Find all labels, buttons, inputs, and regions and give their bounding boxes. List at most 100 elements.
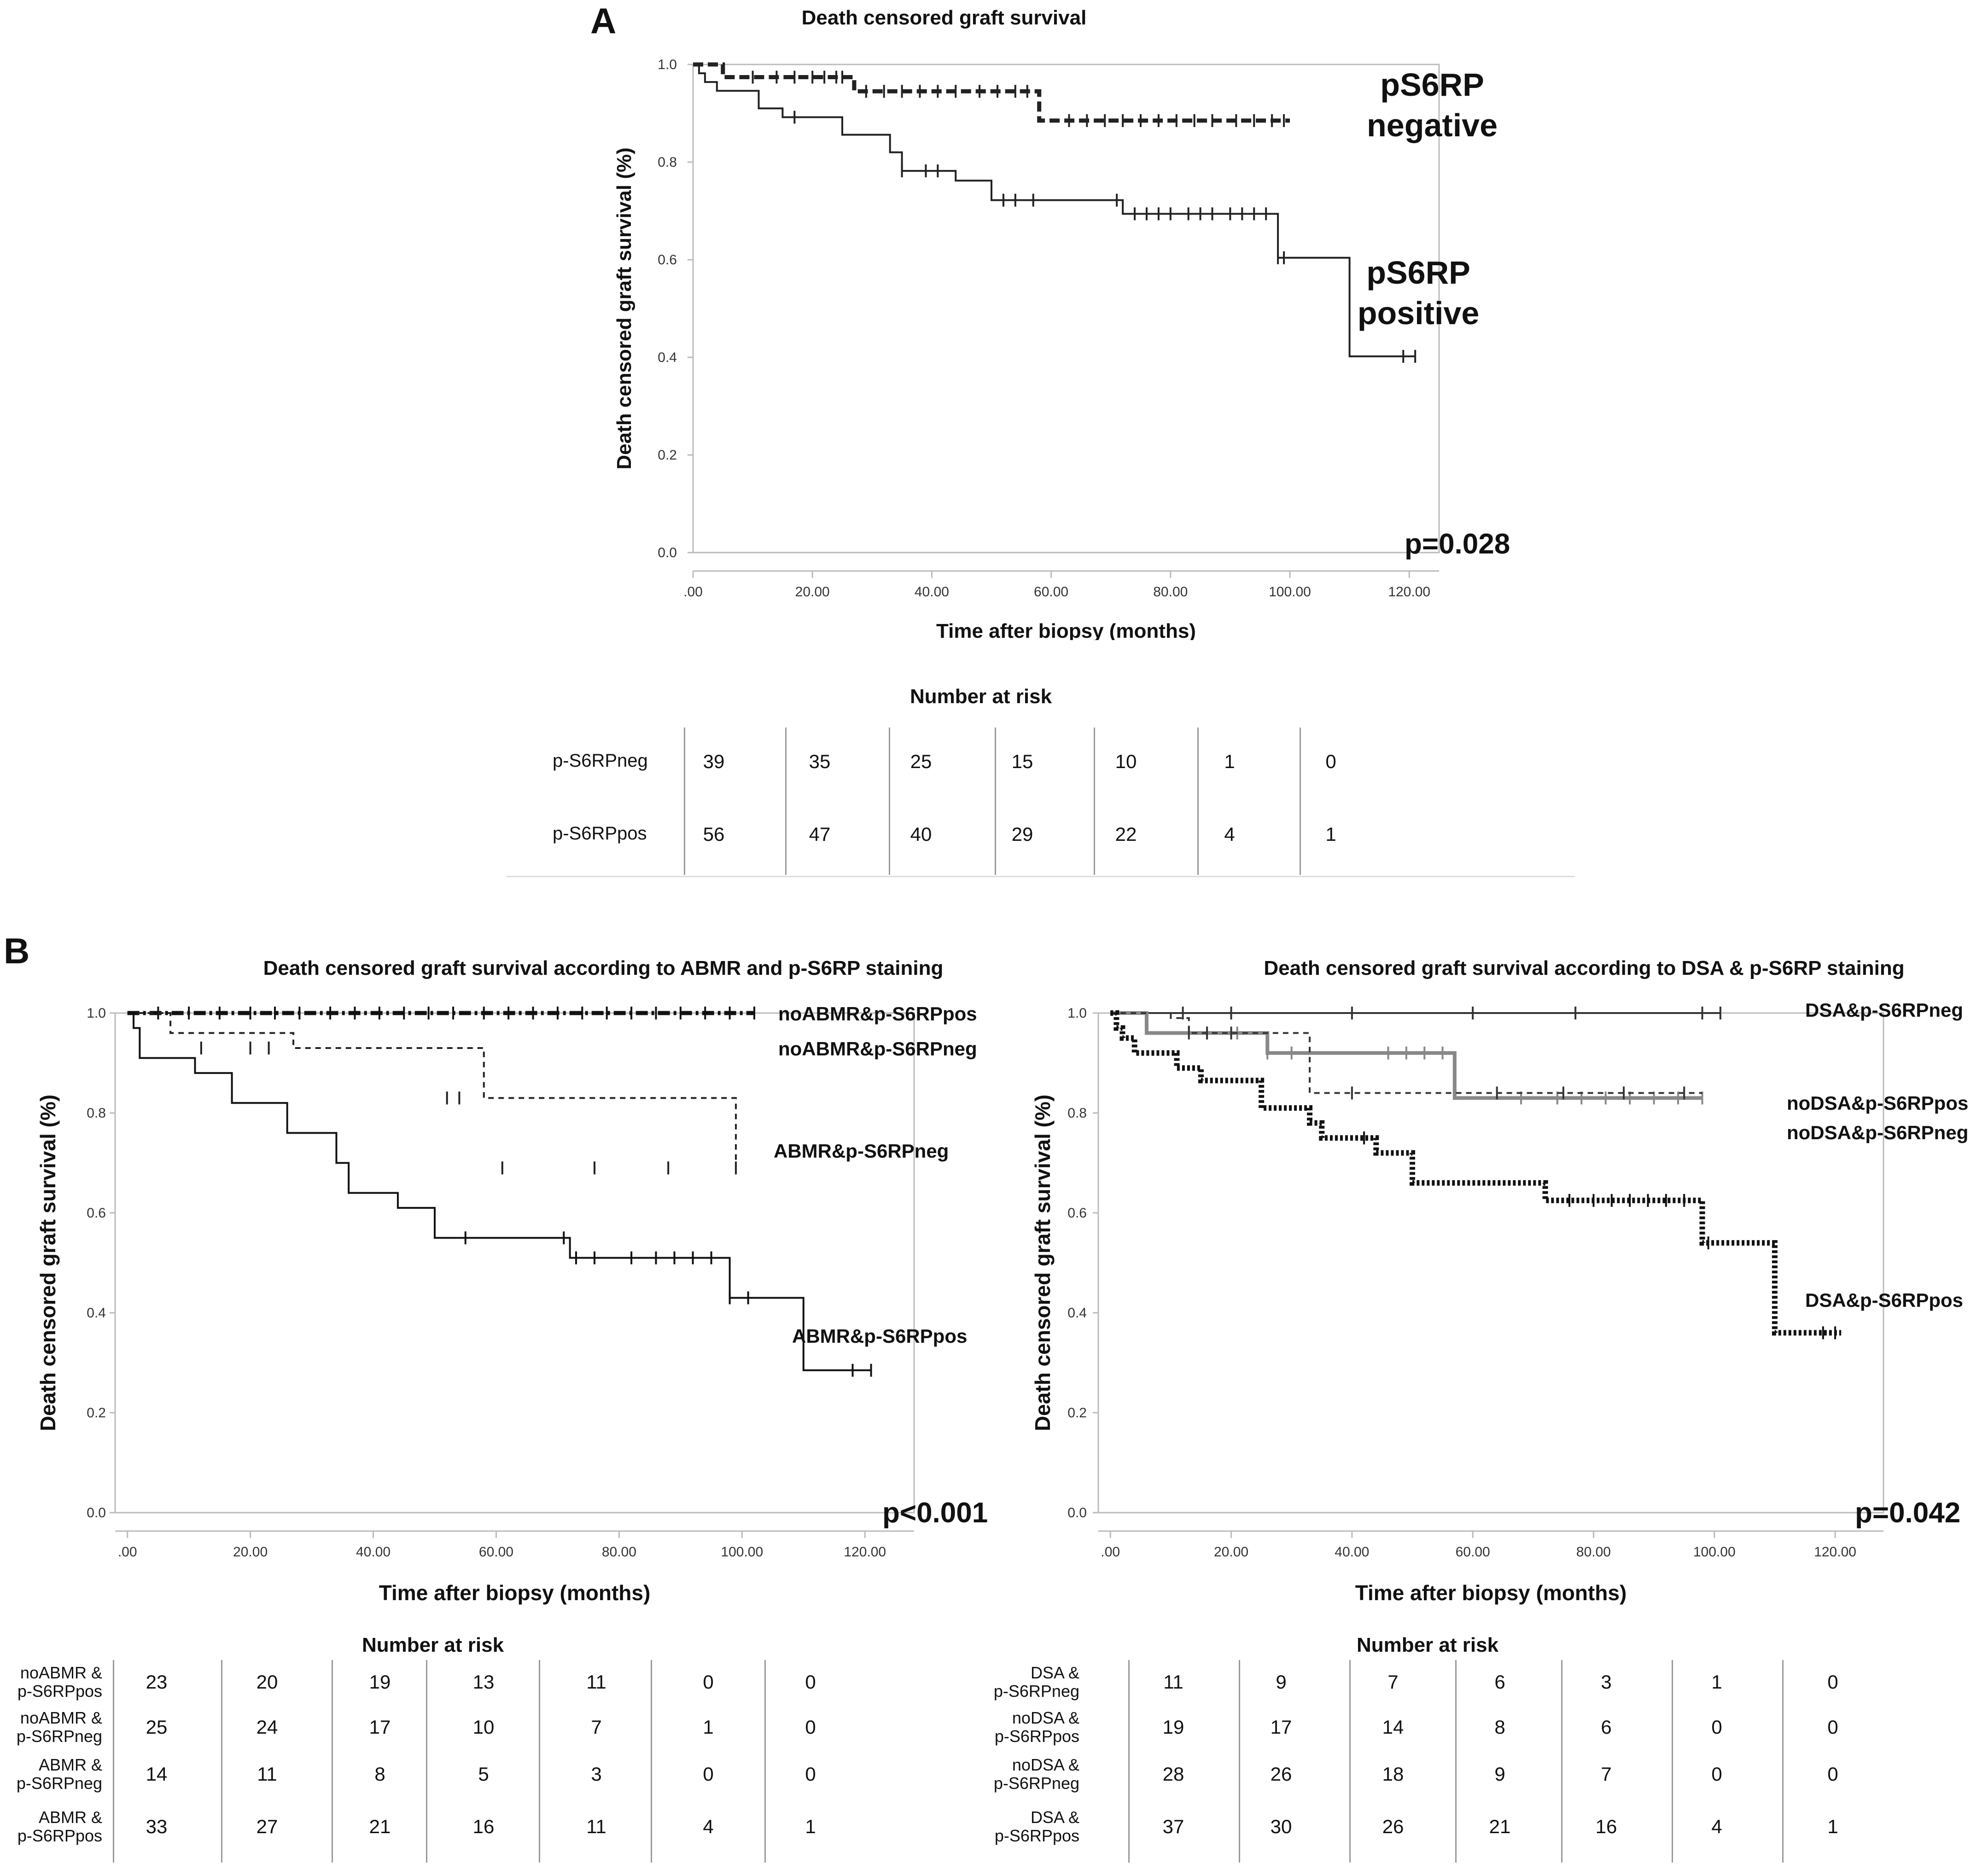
x-tick-label: 120.00 [844, 1544, 886, 1560]
x-tick-label: 60.00 [479, 1544, 513, 1560]
risk-bl-row-label: noABMR & p-S6RPneg [16, 1708, 102, 1746]
risk-a-cell: 10 [1115, 751, 1137, 772]
label-pos-line2: positive [1357, 295, 1480, 331]
x-tick-label: 40.00 [356, 1544, 391, 1560]
chart-bl-pvalue: p<0.001 [882, 1497, 988, 1529]
x-tick-label: 120.00 [1388, 584, 1430, 600]
risk-br-cell: 7 [1388, 1671, 1399, 1693]
risk-bl-title: Number at risk [361, 1634, 504, 1656]
risk-a-cell: 56 [703, 823, 725, 845]
risk-a-cell: 39 [703, 751, 725, 772]
risk-br-row-label: DSA & p-S6RPpos [994, 1808, 1079, 1845]
chart-a-title: Death censored graft survival [801, 6, 1087, 29]
risk-br-cell: 4 [1711, 1816, 1722, 1837]
label-neg-line2: negative [1367, 107, 1498, 143]
risk-bl-cell: 7 [591, 1716, 602, 1738]
x-tick-label: 120.00 [1814, 1544, 1856, 1560]
x-axis-label: Time after biopsy (months) [1355, 1581, 1627, 1605]
risk-a-cell: 1 [1224, 751, 1235, 772]
x-tick-label: 40.00 [915, 584, 949, 600]
risk-br-row-label: noDSA & p-S6RPpos [994, 1708, 1079, 1746]
chart-b-right: 0.0 0.2 0.4 0.6 0.8 1.0 .00 20.00 40.00 60.00 80.0… [1031, 1006, 1884, 1605]
risk-bl-cell: 1 [703, 1716, 714, 1738]
risk-br-cell: 1 [1711, 1671, 1722, 1693]
risk-a-cell: 35 [809, 751, 831, 772]
x-tick-label: 40.00 [1335, 1544, 1369, 1560]
risk-br-cell: 0 [1711, 1763, 1722, 1785]
risk-br-cell: 9 [1276, 1671, 1287, 1693]
risk-bl-cell: 0 [805, 1716, 816, 1738]
y-tick-label: 0.8 [87, 1106, 106, 1121]
y-tick-label: 0.6 [658, 252, 677, 268]
risk-bl-cell: 23 [146, 1671, 168, 1693]
label-neg-line1: pS6RP [1380, 67, 1484, 103]
risk-a-cell: 15 [1011, 751, 1033, 772]
risk-bl-row-label: noABMR & p-S6RPpos [17, 1663, 102, 1701]
risk-bl-cell: 0 [805, 1763, 816, 1785]
plot-frame [692, 64, 1440, 553]
x-tick-label: 100.00 [1269, 584, 1311, 600]
risk-br-cell: 28 [1162, 1763, 1184, 1785]
risk-br-cell: 18 [1382, 1763, 1404, 1785]
y-tick-label: 1.0 [658, 57, 677, 72]
label-noABMR-neg: noABMR&p-S6RPneg [778, 1038, 977, 1060]
risk-bl-cell: 8 [374, 1763, 385, 1785]
y-tick-label: 0.0 [658, 545, 677, 560]
risk-a-cell: 47 [809, 823, 831, 845]
y-tick-label: 0.6 [1067, 1206, 1087, 1221]
risk-br-cell: 7 [1601, 1763, 1612, 1785]
x-tick-label: .00 [118, 1544, 137, 1560]
risk-br-cell: 6 [1601, 1716, 1612, 1738]
risk-br-cell: 0 [1827, 1671, 1838, 1693]
x-tick-label: .00 [683, 584, 703, 600]
x-tick-label: 20.00 [1214, 1544, 1248, 1560]
risk-br-cell: 26 [1382, 1816, 1404, 1837]
risk-bl-cell: 13 [472, 1671, 495, 1693]
risk-br-cell: 11 [1163, 1671, 1183, 1693]
y-tick-label: 0.2 [658, 448, 677, 463]
y-tick-label: 0.8 [658, 155, 677, 170]
x-tick-label: 60.00 [1034, 584, 1068, 600]
chart-b-left: 0.0 0.2 0.4 0.6 0.8 1.0 .00 20.00 40.00 60.00 80.0… [36, 1006, 915, 1605]
x-tick-label: .00 [1101, 1544, 1120, 1560]
x-tick-label: 80.00 [602, 1544, 636, 1560]
risk-br-cell: 16 [1595, 1816, 1617, 1837]
risk-a-cell: 29 [1011, 823, 1033, 845]
risk-bl-cell: 4 [703, 1816, 714, 1837]
risk-br-row-label: DSA & p-S6RPneg [993, 1663, 1079, 1701]
risk-br-cell: 19 [1162, 1716, 1184, 1738]
series-line-abmr-p-s6rppos [127, 1012, 871, 1371]
y-axis-label: Death censored graft survival (%) [613, 147, 635, 469]
risk-table-b-right: DSA & p-S6RPneg 11 9 7 6 3 1 0 noDSA & p… [990, 1660, 1957, 1863]
risk-bl-cell: 33 [146, 1816, 168, 1837]
x-tick-label: 20.00 [233, 1544, 268, 1560]
y-tick-label: 0.4 [658, 350, 677, 365]
risk-bl-cell: 21 [369, 1816, 391, 1837]
y-tick-label: 1.0 [87, 1006, 106, 1021]
x-tick-label: 100.00 [1693, 1544, 1736, 1560]
risk-bl-cell: 0 [805, 1671, 816, 1693]
risk-bl-cell: 16 [472, 1816, 495, 1837]
risk-a-row-label: p-S6RPpos [553, 823, 647, 844]
risk-bl-cell: 10 [472, 1716, 495, 1738]
risk-table-b-left: noABMR & p-S6RPpos 23 20 19 13 11 0 0 no… [0, 1660, 967, 1863]
plot-frame [1097, 1012, 1884, 1514]
risk-br-cell: 14 [1382, 1716, 1404, 1738]
risk-br-cell: 0 [1711, 1716, 1722, 1738]
risk-bl-row-label: ABMR & p-S6RPpos [17, 1808, 102, 1845]
series-line-ps6rp-negative [693, 62, 1290, 123]
series-line-noabmr-p-s6rpneg [127, 1012, 737, 1168]
risk-bl-cell: 25 [146, 1716, 168, 1738]
risk-br-cell: 3 [1601, 1671, 1612, 1693]
risk-br-cell: 26 [1270, 1763, 1292, 1785]
risk-bl-cell: 24 [256, 1716, 278, 1738]
x-axis-label: Time after biopsy (months) [936, 620, 1196, 640]
label-ABMR-pos: ABMR&p-S6RPpos [792, 1325, 968, 1347]
risk-bl-cell: 20 [256, 1671, 278, 1693]
label-noABMR-pos: noABMR&p-S6RPpos [778, 1003, 977, 1025]
chart-bl-title: Death censored graft survival according … [263, 957, 944, 979]
risk-a-row-label: p-S6RPneg [553, 751, 648, 771]
risk-bl-cell: 11 [586, 1671, 606, 1693]
risk-bl-cell: 1 [805, 1816, 816, 1837]
risk-br-cell: 0 [1827, 1716, 1838, 1738]
